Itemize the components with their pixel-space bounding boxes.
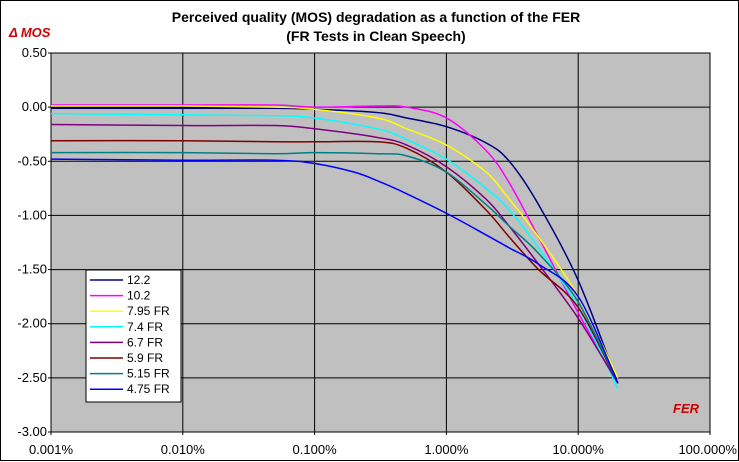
x-tick-label: 100.000% (678, 442, 737, 457)
x-axis-label: FER (673, 401, 700, 416)
legend-label: 4.75 FR (127, 382, 170, 396)
x-tick-label: 1.000% (424, 442, 469, 457)
y-tick-label: 0.00 (22, 99, 47, 114)
legend-label: 6.7 FR (127, 335, 163, 349)
legend-label: 7.4 FR (127, 320, 163, 334)
series-line-7-4-fr (50, 112, 619, 390)
y-axis-label: Δ MOS (8, 25, 51, 40)
x-tick-label: 10.000% (553, 442, 605, 457)
series-line-5-15-fr (50, 151, 619, 384)
series-line-12-2 (50, 107, 619, 384)
legend-label: 10.2 (127, 289, 151, 303)
legend-label: 5.15 FR (127, 367, 170, 381)
y-tick-label: -1.50 (17, 262, 47, 277)
x-tick-label: 0.001% (29, 442, 74, 457)
chart-subtitle: (FR Tests in Clean Speech) (286, 28, 465, 44)
legend-label: 7.95 FR (127, 304, 170, 318)
y-tick-label: -2.50 (17, 370, 47, 385)
y-tick-label: -3.00 (17, 424, 47, 439)
series-line-5-9-fr (50, 139, 619, 384)
y-tick-label: -1.00 (17, 207, 47, 222)
y-tick-label: 0.50 (22, 45, 47, 60)
y-tick-label: -0.50 (17, 153, 47, 168)
x-tick-label: 0.010% (161, 442, 206, 457)
legend-label: 5.9 FR (127, 351, 163, 365)
series-line-4-75-fr (50, 158, 619, 384)
legend-label: 12.2 (127, 273, 151, 287)
series-line-6-7-fr (50, 123, 619, 384)
legend-box (85, 269, 182, 403)
series-line-10-2 (51, 104, 619, 384)
chart-title: Perceived quality (MOS) degradation as a… (172, 9, 580, 25)
x-tick-label: 0.100% (293, 442, 338, 457)
legend: 12.2 10.27.95 FR 7.4 FR6.7 FR 5.9 FR 5.15 FR… (85, 269, 182, 403)
y-tick-label: -2.00 (17, 316, 47, 331)
series-line-7-95-fr (50, 105, 619, 379)
